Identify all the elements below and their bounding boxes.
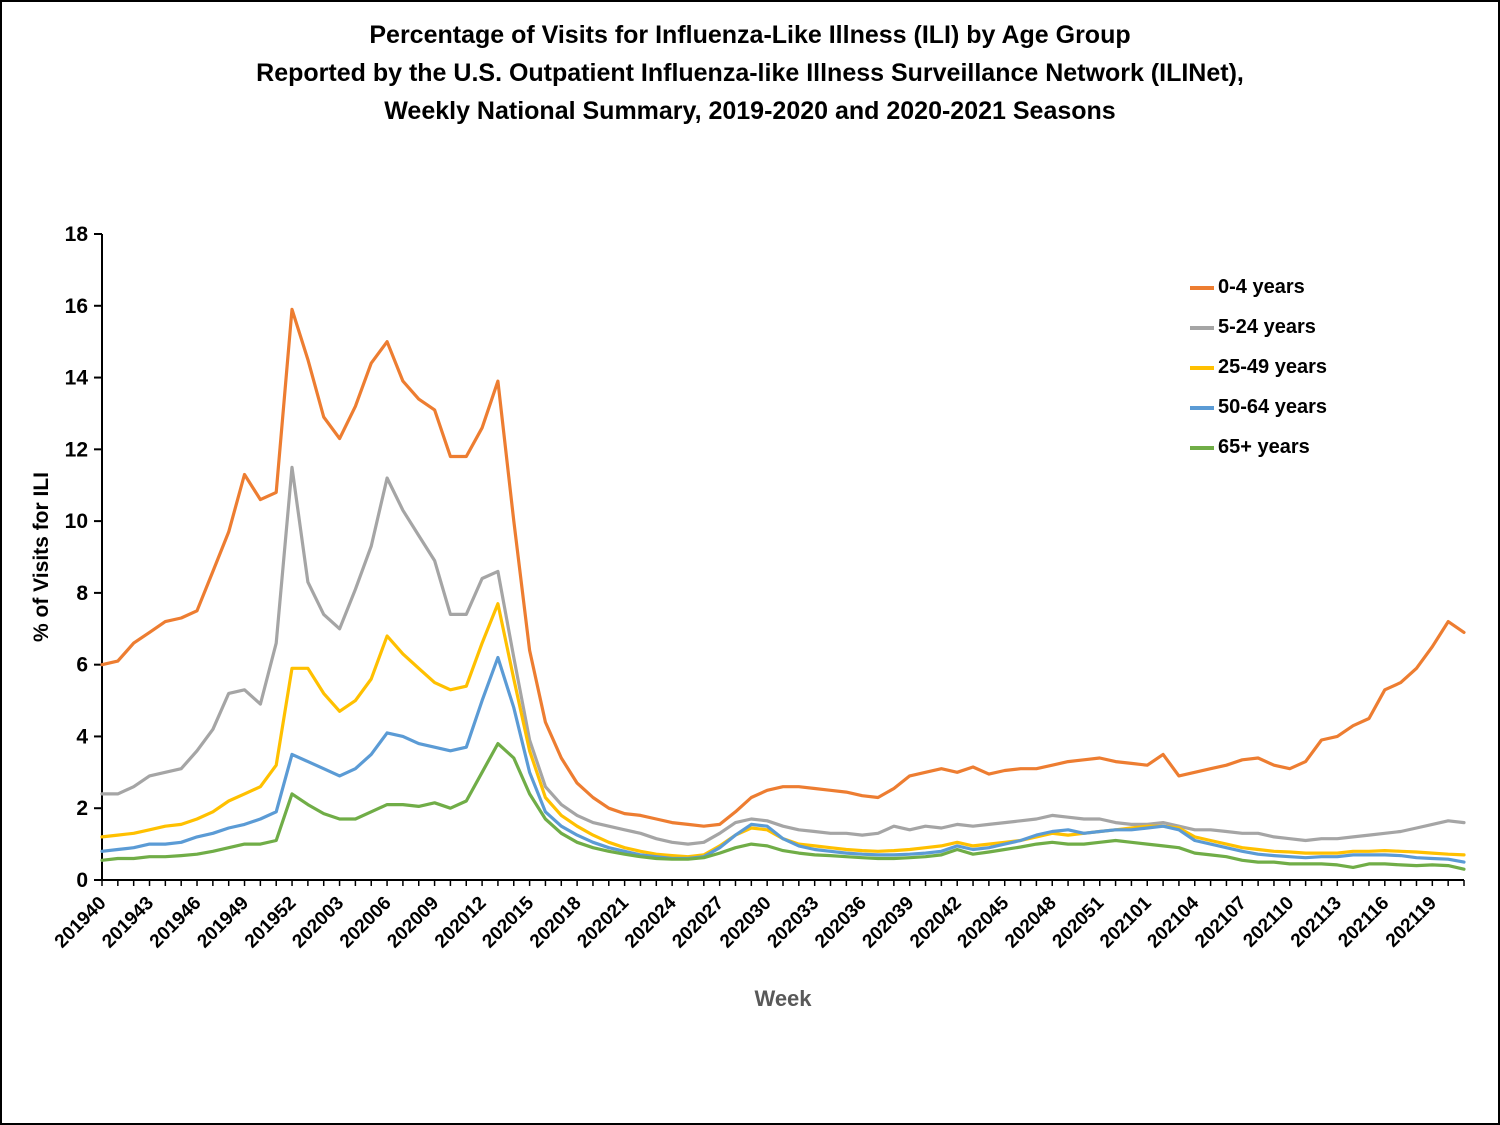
x-tick-label: 202116 [1334, 893, 1393, 952]
y-tick-label: 16 [65, 295, 88, 318]
series-line-0-4-years [100, 307, 1466, 828]
x-tick-label: 201949 [193, 893, 253, 953]
legend-swatch-50-64-years [1190, 405, 1214, 410]
x-tick-label: 202110 [1239, 893, 1298, 952]
legend-item-65-years: 65+ years [1190, 436, 1327, 459]
y-axis-title: % of Visits for ILI [30, 472, 53, 642]
x-tick-label: 202003 [288, 893, 348, 953]
x-tick-label: 201946 [146, 893, 206, 953]
legend-label-0-4-years: 0-4 years [1218, 276, 1305, 298]
x-tick-label: 202024 [621, 892, 681, 952]
x-tick-label: 202030 [716, 893, 776, 953]
x-tick-label: 202027 [669, 893, 729, 953]
legend-label-50-64-years: 50-64 years [1218, 396, 1327, 418]
legend-swatch-5-24-years [1190, 325, 1214, 330]
x-tick-label: 202021 [573, 892, 633, 952]
x-tick-label: 202042 [906, 893, 966, 953]
y-tick-label: 12 [65, 438, 88, 461]
legend-item-0-4-years: 0-4 years [1190, 276, 1327, 299]
x-tick-label: 202006 [336, 893, 396, 953]
legend-label-5-24-years: 5-24 years [1218, 316, 1316, 338]
x-tick-label: 202015 [478, 892, 538, 952]
chart-title-line-3: Weekly National Summary, 2019-2020 and 2… [384, 97, 1116, 125]
x-tick-label: 202104 [1144, 892, 1204, 952]
x-tick-label: 202045 [954, 892, 1014, 952]
y-tick-label: 6 [76, 654, 88, 677]
x-tick-label: 202009 [383, 893, 443, 953]
y-tick-label: 14 [65, 367, 89, 390]
x-tick-label: 201952 [241, 893, 301, 953]
chart-title-line-1: Percentage of Visits for Influenza-Like … [369, 21, 1131, 49]
x-tick-label: 202113 [1287, 893, 1346, 952]
legend-item-5-24-years: 5-24 years [1190, 316, 1327, 339]
x-axis-title: Week [754, 986, 812, 1011]
y-tick-label: 8 [76, 582, 88, 605]
x-tick-label: 202119 [1382, 893, 1441, 952]
legend-swatch-0-4-years [1190, 285, 1214, 290]
y-tick-label: 0 [76, 869, 88, 892]
legend-item-25-49-years: 25-49 years [1190, 356, 1327, 379]
y-tick-label: 4 [76, 725, 88, 748]
legend-item-50-64-years: 50-64 years [1190, 396, 1327, 419]
legend-label-25-49-years: 25-49 years [1218, 356, 1327, 378]
y-tick-label: 10 [65, 510, 88, 533]
series-line-5-24-years [100, 465, 1466, 846]
y-tick-label: 18 [65, 223, 89, 246]
x-tick-label: 202101 [1096, 892, 1156, 952]
x-tick-label: 202048 [1001, 893, 1061, 953]
series-line-50-64-years [100, 655, 1466, 864]
x-tick-label: 202033 [764, 893, 824, 953]
x-tick-label: 202036 [811, 893, 871, 953]
legend-swatch-25-49-years [1190, 365, 1214, 370]
x-tick-label: 202012 [431, 893, 491, 953]
series-line-25-49-years [100, 602, 1466, 859]
x-tick-label: 202107 [1191, 893, 1251, 953]
chart-title-line-2: Reported by the U.S. Outpatient Influenz… [256, 59, 1244, 87]
series-line-65-years [100, 741, 1466, 871]
chart-legend: 0-4 years 5-24 years 25-49 years 50-64 year… [1190, 276, 1327, 476]
legend-label-65-years: 65+ years [1218, 436, 1310, 458]
x-tick-label: 202018 [526, 893, 586, 953]
y-tick-label: 2 [76, 797, 88, 820]
x-tick-label: 201943 [98, 893, 158, 953]
legend-swatch-65-years [1190, 445, 1214, 450]
x-tick-label: 202039 [859, 893, 919, 953]
x-tick-label: 202051 [1049, 892, 1109, 952]
x-tick-label: 201940 [51, 893, 111, 953]
chart-title: Percentage of Visits for Influenza-Like … [2, 16, 1498, 130]
